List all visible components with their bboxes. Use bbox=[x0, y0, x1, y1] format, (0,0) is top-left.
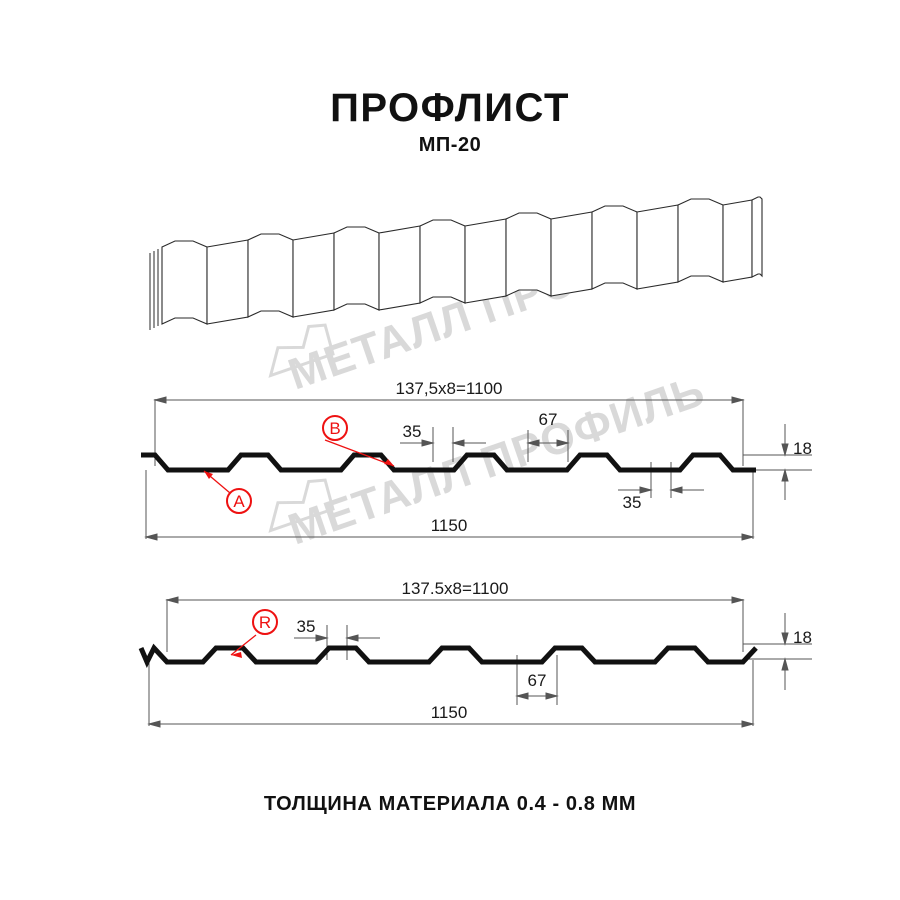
isometric-view bbox=[149, 196, 763, 330]
marker-a-arrowhead bbox=[204, 471, 213, 479]
arrow-right-1100 bbox=[731, 396, 745, 404]
arrow-left-1100-b bbox=[165, 596, 179, 604]
section-top-view: 137,5x8=1100 35 67 18 35 1150 A B bbox=[141, 379, 812, 541]
profile-section-top bbox=[141, 452, 756, 473]
page-title: ПРОФЛИСТ bbox=[330, 86, 570, 130]
marker-a-label: A bbox=[233, 492, 245, 511]
marker-a-circle bbox=[226, 488, 252, 514]
dim-label-flat-bottom: 67 bbox=[528, 671, 547, 690]
section-bottom-view: 137.5x8=1100 35 67 18 1150 R bbox=[138, 579, 812, 728]
section-bottom-dimensions bbox=[147, 596, 812, 728]
dim-label-height-top: 18 bbox=[793, 439, 812, 458]
marker-a: A bbox=[203, 470, 252, 514]
arrow-right-1150 bbox=[741, 533, 755, 541]
marker-r-leader bbox=[230, 634, 257, 656]
iso-edge-lines bbox=[149, 247, 163, 330]
marker-b-circle bbox=[322, 415, 348, 441]
marker-b: B bbox=[322, 415, 395, 467]
dim-label-full-width-top: 1150 bbox=[431, 516, 468, 535]
arrow-35-top-right bbox=[451, 439, 465, 447]
material-thickness-note: ТОЛЩИНА МАТЕРИАЛА 0.4 - 0.8 ММ bbox=[263, 793, 637, 815]
dim-label-rib-bottom-top: 35 bbox=[623, 493, 642, 512]
arrow-left-1150 bbox=[144, 533, 158, 541]
arrow-18-upper bbox=[781, 443, 789, 457]
arrow-35-bot-left bbox=[639, 486, 653, 494]
iso-corrugations bbox=[161, 196, 763, 325]
dim-label-flat-top: 67 bbox=[539, 410, 558, 429]
dim-label-height-bottom: 18 bbox=[793, 628, 812, 647]
arrow-35-b-left bbox=[315, 634, 329, 642]
marker-b-arrowhead bbox=[384, 459, 394, 466]
arrow-67-left bbox=[526, 439, 540, 447]
arrow-18-b-lower bbox=[781, 657, 789, 671]
arrow-right-1100-b bbox=[731, 596, 745, 604]
page-subtitle-model: МП-20 bbox=[418, 134, 482, 156]
dim-label-rib-top: 35 bbox=[403, 422, 422, 441]
arrow-35-b-right bbox=[345, 634, 359, 642]
marker-r-label: R bbox=[259, 613, 271, 632]
marker-b-label: B bbox=[329, 419, 340, 438]
arrow-18-lower bbox=[781, 468, 789, 482]
arrow-35-top-left bbox=[421, 439, 435, 447]
profile-section-bottom bbox=[138, 643, 758, 668]
arrow-18-b-upper bbox=[781, 632, 789, 646]
arrow-67-b-left bbox=[515, 692, 529, 700]
arrow-right-1150-b bbox=[741, 720, 755, 728]
dim-label-full-width-bottom: 1150 bbox=[431, 703, 468, 722]
dim-label-pitch-top: 137,5x8=1100 bbox=[396, 379, 503, 398]
dim-label-pitch-bottom: 137.5x8=1100 bbox=[402, 579, 509, 598]
arrow-35-bot-right bbox=[669, 486, 683, 494]
arrow-left-1100 bbox=[153, 396, 167, 404]
marker-r: R bbox=[230, 609, 278, 658]
arrow-67-right bbox=[556, 439, 570, 447]
section-top-dimensions bbox=[144, 396, 812, 541]
dim-label-rib-bottom: 35 bbox=[297, 617, 316, 636]
arrow-left-1150-b bbox=[147, 720, 161, 728]
marker-r-circle bbox=[252, 609, 278, 635]
watermark-logo-bottom bbox=[268, 478, 335, 533]
watermark-logo-top bbox=[268, 323, 335, 378]
arrow-67-b-right bbox=[545, 692, 559, 700]
marker-b-leader bbox=[324, 439, 395, 467]
marker-r-arrowhead bbox=[231, 652, 242, 658]
